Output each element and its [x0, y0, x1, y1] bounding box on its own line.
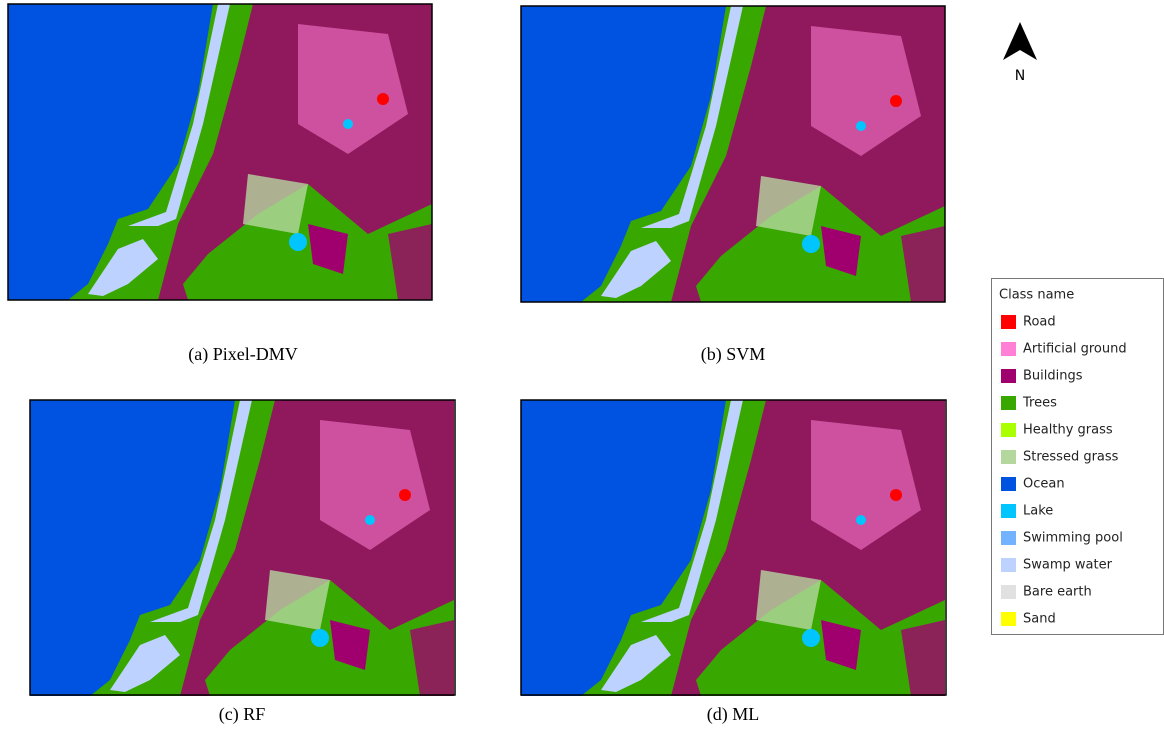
legend-swatch: [1001, 612, 1016, 626]
north-label: N: [1015, 68, 1025, 84]
caption: (a) Pixel-DMV: [188, 344, 297, 365]
legend-swatch: [1001, 531, 1016, 545]
map-panel: [30, 400, 455, 696]
legend-label: Lake: [1023, 504, 1053, 519]
caption: (c) RF: [219, 704, 266, 725]
legend-swatch: [1001, 396, 1016, 410]
legend-swatch: [1001, 450, 1016, 464]
map-panel: [8, 4, 432, 300]
legend-label: Road: [1023, 315, 1056, 330]
legend-label: Swimming pool: [1023, 531, 1123, 546]
legend-label: Stressed grass: [1023, 450, 1119, 465]
caption: (b) SVM: [701, 344, 766, 365]
legend-label: Trees: [1022, 396, 1057, 411]
legend-label: Artificial ground: [1023, 342, 1127, 357]
legend-swatch: [1001, 585, 1016, 599]
legend-swatch: [1001, 342, 1016, 356]
legend-title: Class name: [999, 288, 1074, 303]
caption: (d) ML: [707, 704, 760, 725]
figure: (a) Pixel-DMV (b) SVM (c) RF (d) ML N Cl…: [0, 0, 1164, 734]
map-panel: [521, 6, 945, 302]
map-panel: [521, 400, 946, 696]
legend-label: Ocean: [1023, 477, 1065, 492]
legend-label: Bare earth: [1023, 585, 1092, 600]
legend-swatch: [1001, 477, 1016, 491]
legend-label: Buildings: [1023, 369, 1083, 384]
legend-swatch: [1001, 369, 1016, 383]
legend-label: Healthy grass: [1023, 423, 1113, 438]
legend-swatch: [1001, 423, 1016, 437]
legend-swatch: [1001, 504, 1016, 518]
legend-swatch: [1001, 315, 1016, 329]
legend-label: Sand: [1023, 612, 1056, 627]
legend-swatch: [1001, 558, 1016, 572]
north-arrow: [1003, 22, 1037, 60]
legend-label: Swamp water: [1023, 558, 1113, 573]
